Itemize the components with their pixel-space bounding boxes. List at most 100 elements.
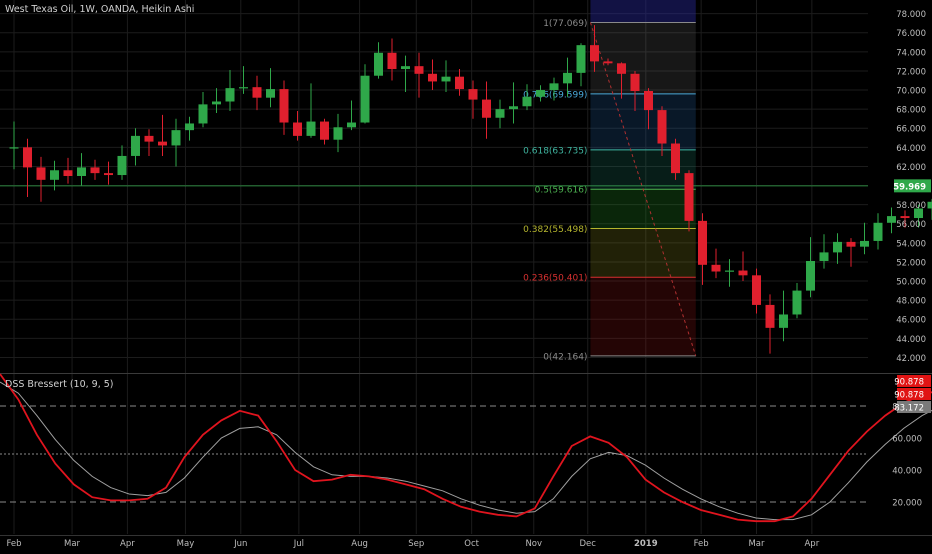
candle-up (806, 261, 815, 291)
dss-value-label: 90.878 (894, 378, 924, 388)
candle-up (10, 147, 19, 148)
time-tick-label: Feb (6, 539, 21, 549)
candle-down (428, 74, 437, 82)
price-tick-label: 64.000 (896, 144, 926, 154)
candle-down (739, 271, 748, 276)
fib-zone (590, 94, 695, 150)
fib-level-label: 0.618(63.735) (523, 146, 587, 156)
candle-up (563, 73, 572, 84)
fib-level-label: 0.5(59.616) (535, 186, 588, 196)
candle-down (415, 66, 424, 74)
candle-down (145, 136, 154, 142)
candle-down (320, 122, 329, 140)
dss-tick-label: 40.000 (892, 467, 922, 477)
candle-up (523, 97, 532, 107)
candle-up (361, 76, 370, 123)
candle-down (388, 53, 397, 69)
candle-up (118, 156, 127, 175)
fib-level-label: 1(77.069) (543, 19, 587, 29)
candle-down (847, 242, 856, 247)
price-tick-label: 44.000 (896, 335, 926, 345)
candle-down (91, 167, 100, 173)
time-tick-label: Apr (120, 539, 135, 549)
symbol-title: West Texas Oil, 1W, OANDA, Heikin Ashi (5, 4, 194, 15)
candle-up (779, 314, 788, 327)
candle-up (347, 123, 356, 128)
candle-down (752, 275, 761, 305)
fib-zone (590, 229, 695, 278)
candle-down (617, 63, 626, 74)
candle-up (374, 53, 383, 76)
candle-up (172, 130, 181, 145)
fib-level-label: 0(42.164) (543, 352, 587, 362)
candle-down (712, 265, 721, 272)
candle-up (496, 109, 505, 118)
time-tick-label: Mar (64, 539, 81, 549)
candle-down (644, 91, 653, 110)
candle-up (199, 104, 208, 123)
fib-level-label: 0.236(50.401) (523, 274, 587, 284)
price-tick-label: 46.000 (896, 316, 926, 326)
candle-up (509, 106, 518, 109)
fib-zone (590, 189, 695, 228)
candle-down (685, 173, 694, 221)
price-tick-label: 50.000 (896, 278, 926, 288)
candle-up (550, 83, 559, 90)
candle-up (820, 252, 829, 261)
candle-up (307, 122, 316, 136)
time-tick-label: May (177, 539, 195, 549)
candle-down (455, 77, 464, 89)
candle-up (725, 271, 734, 272)
candle-down (253, 87, 262, 98)
price-tick-label: 76.000 (896, 29, 926, 39)
candle-up (239, 87, 248, 88)
candle-down (280, 89, 289, 122)
price-tick-label: 58.000 (896, 201, 926, 211)
time-tick-label: Aug (351, 539, 368, 549)
candle-down (658, 110, 667, 143)
fib-zone-top (590, 0, 695, 23)
candle-down (469, 89, 478, 100)
candle-up (887, 216, 896, 223)
candle-down (590, 45, 599, 61)
candle-up (401, 66, 410, 69)
candle-up (928, 202, 932, 209)
fib-zone (590, 277, 695, 356)
candle-down (698, 221, 707, 265)
time-tick-label: Oct (464, 539, 479, 549)
candle-down (158, 142, 167, 146)
time-tick-label: Mar (748, 539, 765, 549)
candle-up (860, 241, 869, 247)
current-price-label: 59.969 (893, 182, 926, 192)
candle-up (212, 102, 221, 105)
candle-down (104, 173, 113, 175)
candle-up (77, 167, 86, 176)
fib-level-label: 0.382(55.498) (523, 225, 587, 235)
candle-down (631, 74, 640, 91)
price-tick-label: 52.000 (896, 258, 926, 268)
price-tick-label: 74.000 (896, 48, 926, 58)
time-tick-label: Nov (525, 539, 542, 549)
candle-up (536, 90, 545, 97)
candle-down (64, 170, 73, 176)
candle-down (293, 123, 302, 136)
price-tick-label: 72.000 (896, 67, 926, 77)
dss-value-label: 90.878 (894, 391, 924, 401)
candle-up (226, 88, 235, 101)
price-tick-label: 70.000 (896, 87, 926, 97)
candle-up (50, 170, 59, 180)
dss-value-label: 83.172 (894, 404, 924, 414)
candle-down (23, 147, 32, 167)
indicator-label[interactable]: DSS Bressert (10, 9, 5) (5, 379, 114, 390)
candle-down (482, 100, 491, 118)
time-tick-label: Apr (804, 539, 819, 549)
time-tick-label: Sep (408, 539, 424, 549)
price-tick-label: 68.000 (896, 106, 926, 116)
dss-tick-label: 60.000 (892, 435, 922, 445)
time-tick-label: Feb (694, 539, 709, 549)
candle-up (874, 223, 883, 241)
candle-up (577, 45, 586, 73)
